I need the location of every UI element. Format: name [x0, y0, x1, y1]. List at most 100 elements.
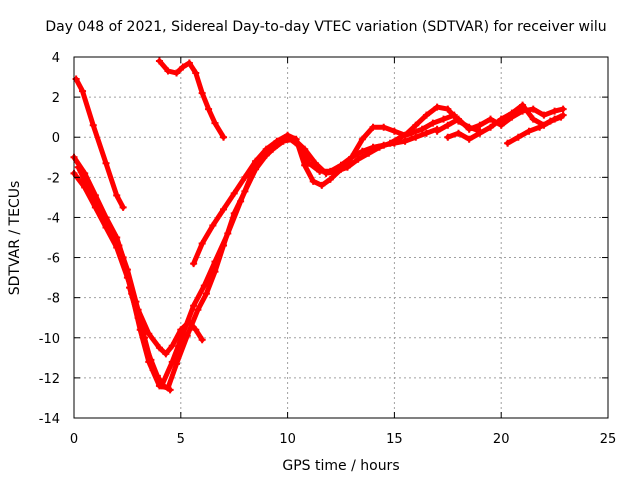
data-point: [198, 336, 206, 344]
y-tick-label: -10: [39, 332, 60, 347]
data-point: [119, 203, 127, 211]
data-point: [194, 306, 202, 314]
data-point: [309, 177, 317, 185]
data-point: [81, 183, 89, 191]
data-point: [311, 159, 319, 167]
data-point: [183, 332, 191, 340]
data-point: [454, 115, 462, 123]
data-point: [508, 109, 516, 117]
data-point: [145, 330, 153, 338]
data-point: [241, 173, 249, 181]
data-point: [173, 360, 181, 368]
series-track-1: [73, 76, 126, 210]
y-tick-label: -2: [47, 171, 60, 186]
data-point: [91, 203, 99, 211]
data-point: [190, 260, 198, 268]
data-point: [354, 155, 362, 163]
data-point: [412, 121, 420, 129]
data-point: [497, 115, 505, 123]
data-point: [487, 115, 495, 123]
data-point: [301, 161, 309, 169]
data-point: [168, 358, 176, 366]
data-point: [262, 145, 270, 153]
data-point: [164, 67, 172, 75]
x-tick-label: 10: [279, 432, 296, 447]
chart-title: Day 048 of 2021, Sidereal Day-to-day VTE…: [45, 19, 606, 35]
data-point: [557, 113, 565, 121]
data-point: [337, 165, 345, 173]
data-point: [153, 372, 161, 380]
data-point: [318, 181, 326, 189]
data-point: [211, 119, 219, 127]
data-point: [429, 119, 437, 127]
data-point: [89, 121, 97, 129]
data-point: [433, 103, 441, 111]
y-tick-label: -6: [47, 252, 60, 267]
y-tick-label: -14: [39, 412, 60, 427]
data-point: [358, 135, 366, 143]
data-point: [380, 123, 388, 131]
data-point: [102, 223, 110, 231]
data-point: [358, 147, 366, 155]
y-tick-label: -8: [47, 292, 60, 307]
data-point: [536, 123, 544, 131]
data-point: [102, 159, 110, 167]
data-point: [209, 221, 217, 229]
data-point: [322, 169, 330, 177]
data-point: [190, 302, 198, 310]
data-point: [292, 135, 300, 143]
data-point: [173, 69, 181, 77]
data-point: [200, 282, 208, 290]
data-point: [497, 121, 505, 129]
data-point: [273, 137, 281, 145]
data-point: [113, 244, 121, 252]
data-point: [525, 127, 533, 135]
data-point: [198, 240, 206, 248]
x-tick-label: 0: [70, 432, 78, 447]
data-point: [224, 229, 232, 237]
data-point: [237, 197, 245, 205]
data-point: [284, 131, 292, 139]
data-point: [529, 115, 537, 123]
data-point: [540, 111, 548, 119]
x-tick-label: 15: [386, 432, 403, 447]
series-group: [70, 57, 567, 394]
data-point: [220, 205, 228, 213]
y-tick-label: -12: [39, 372, 60, 387]
y-tick-label: 4: [52, 51, 60, 66]
data-point: [444, 121, 452, 129]
data-point: [230, 189, 238, 197]
data-point: [162, 350, 170, 358]
x-axis-label: GPS time / hours: [282, 458, 399, 474]
data-point: [166, 386, 174, 394]
plot-frame: [73, 56, 609, 419]
data-point: [140, 338, 148, 346]
data-point: [192, 326, 200, 334]
series-track-7: [156, 58, 226, 140]
data-point: [365, 149, 373, 157]
data-point: [326, 175, 334, 183]
y-tick-label: 2: [52, 91, 60, 106]
data-point: [155, 57, 163, 65]
data-point: [198, 89, 206, 97]
data-point: [160, 382, 168, 390]
data-point: [444, 105, 452, 113]
data-point: [390, 127, 398, 135]
y-tick-label: -4: [47, 211, 60, 226]
data-point: [177, 326, 185, 334]
data-point: [444, 133, 452, 141]
data-point: [369, 123, 377, 131]
data-point: [412, 133, 420, 141]
data-point: [465, 135, 473, 143]
data-point: [476, 121, 484, 129]
data-point: [519, 101, 527, 109]
data-point: [211, 258, 219, 266]
data-point: [551, 107, 559, 115]
data-point: [514, 133, 522, 141]
y-tick-labels: -14 -12 -10 -8 -6 -4 -2 0 2 4: [39, 51, 60, 427]
series-track-3: [75, 112, 457, 389]
data-point: [422, 129, 430, 137]
data-point: [126, 284, 134, 292]
data-point: [252, 157, 260, 165]
